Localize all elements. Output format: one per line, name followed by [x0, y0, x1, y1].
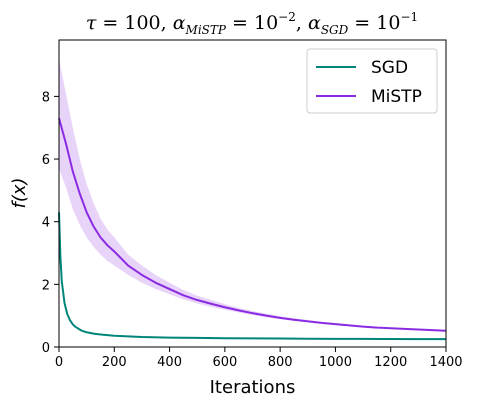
x-tick-label: 400: [157, 355, 182, 370]
x-tick-label: 1400: [429, 355, 462, 370]
y-tick-label: 4: [42, 216, 50, 231]
x-tick-label: 1200: [374, 355, 407, 370]
title-alpha-mistp-subscript: MiSTP: [185, 23, 227, 37]
title-tau-symbol: τ: [86, 12, 97, 34]
title-alpha-sgd-equals: = 10: [348, 12, 400, 34]
legend-label-sgd: SGD: [371, 58, 408, 78]
x-tick-label: 800: [268, 355, 293, 370]
legend-label-mistp: MiSTP: [371, 87, 422, 107]
title-alpha-sgd-symbol: α: [308, 12, 321, 34]
title-alpha-sgd-subscript: SGD: [321, 23, 349, 37]
x-tick-label: 0: [55, 355, 63, 370]
title-alpha-mistp-symbol: α: [173, 12, 186, 34]
title-tau-value: = 100,: [96, 12, 172, 34]
series-line-sgd: [58, 212, 447, 341]
legend: SGD MiSTP: [306, 48, 438, 114]
title-alpha-sgd-exponent: −1: [400, 10, 418, 24]
y-tick-label: 6: [42, 153, 50, 168]
chart-title: τ = 100, αMiSTP = 10−2, αSGD = 10−1: [86, 10, 418, 37]
series-line-mistp: [58, 118, 447, 332]
x-tick-label: 600: [212, 355, 237, 370]
y-tick-label: 8: [42, 90, 50, 105]
x-tick-label: 1000: [319, 355, 352, 370]
axis-ticks: 0 200 400 600 800 1000 1200 1400 0 2 4 6 8: [42, 90, 463, 370]
y-axis-label: f(x): [9, 177, 30, 208]
plot-area: [58, 58, 447, 341]
title-separator: ,: [296, 12, 308, 34]
title-alpha-mistp-equals: = 10: [226, 12, 278, 34]
x-tick-label: 200: [102, 355, 127, 370]
y-tick-label: 2: [42, 278, 50, 293]
y-tick-label: 0: [42, 341, 50, 356]
x-axis-label: Iterations: [210, 377, 296, 398]
title-alpha-mistp-exponent: −2: [278, 10, 296, 24]
axes-frame: [58, 39, 447, 348]
